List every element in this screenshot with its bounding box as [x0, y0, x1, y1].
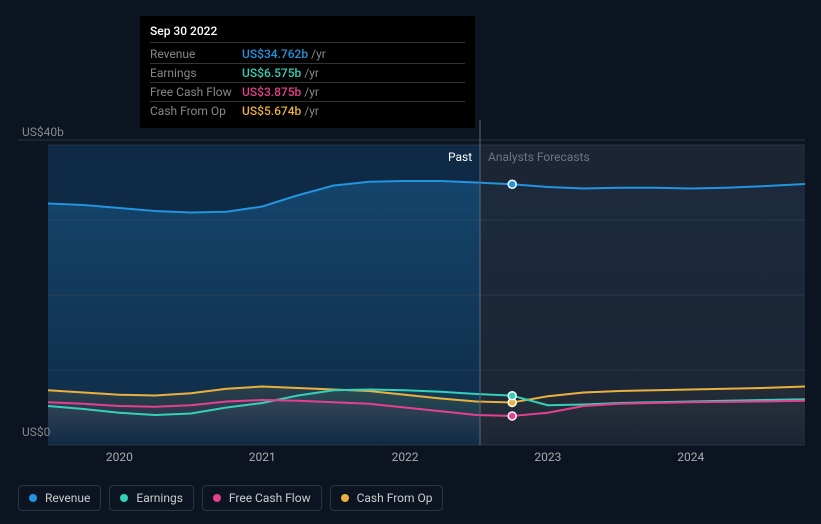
- region-label-forecast: Analysts Forecasts: [488, 150, 590, 164]
- region-label-past: Past: [448, 150, 472, 164]
- tooltip-row-unit: /yr: [304, 104, 319, 118]
- legend-dot-icon: [120, 494, 128, 502]
- tooltip-date: Sep 30 2022: [150, 24, 465, 43]
- tooltip-row-label: Earnings: [150, 66, 242, 80]
- tooltip-row-value: US$3.875b: [242, 85, 301, 99]
- tooltip-row-value: US$34.762b: [242, 47, 308, 61]
- legend-dot-icon: [29, 494, 37, 502]
- chart-tooltip: Sep 30 2022 RevenueUS$34.762b/yrEarnings…: [140, 16, 475, 128]
- legend-item-label: Free Cash Flow: [229, 491, 311, 505]
- tooltip-row: RevenueUS$34.762b/yr: [150, 45, 465, 64]
- legend-dot-icon: [341, 494, 349, 502]
- tooltip-row-unit: /yr: [304, 85, 319, 99]
- y-axis-label-bottom: US$0: [22, 425, 50, 439]
- legend-item[interactable]: Earnings: [109, 485, 194, 511]
- tooltip-row-unit: /yr: [304, 66, 319, 80]
- tooltip-row-unit: /yr: [311, 47, 326, 61]
- x-tick: 2020: [106, 450, 133, 464]
- x-tick: 2024: [677, 450, 704, 464]
- legend-item-label: Earnings: [136, 491, 183, 505]
- tooltip-row: Cash From OpUS$5.674b/yr: [150, 102, 465, 120]
- legend-item-label: Revenue: [45, 491, 90, 505]
- legend-item[interactable]: Cash From Op: [330, 485, 444, 511]
- tooltip-row-value: US$6.575b: [242, 66, 301, 80]
- legend-item-label: Cash From Op: [357, 491, 433, 505]
- chart-legend: Revenue Earnings Free Cash Flow Cash From O…: [18, 485, 443, 511]
- tooltip-row: Free Cash FlowUS$3.875b/yr: [150, 83, 465, 102]
- tooltip-row-value: US$5.674b: [242, 104, 301, 118]
- tooltip-row-label: Revenue: [150, 47, 242, 61]
- legend-dot-icon: [213, 494, 221, 502]
- tooltip-row-label: Cash From Op: [150, 104, 242, 118]
- x-tick: 2023: [534, 450, 561, 464]
- y-axis-label-top: US$40b: [22, 125, 64, 139]
- legend-item[interactable]: Revenue: [18, 485, 101, 511]
- x-tick: 2021: [249, 450, 276, 464]
- x-tick: 2022: [392, 450, 419, 464]
- tooltip-row-label: Free Cash Flow: [150, 85, 242, 99]
- financial-chart: US$40b US$0 Past Analysts Forecasts 2020…: [0, 0, 821, 524]
- tooltip-row: EarningsUS$6.575b/yr: [150, 64, 465, 83]
- legend-item[interactable]: Free Cash Flow: [202, 485, 322, 511]
